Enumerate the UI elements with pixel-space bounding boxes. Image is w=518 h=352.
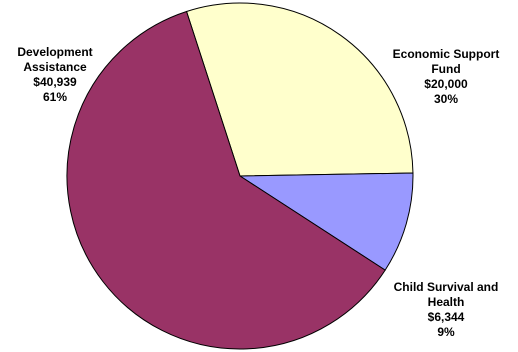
pie-label-child-survival-and-health: Child Survival and Health $6,344 9%	[394, 280, 499, 339]
pie-label-line: $6,344	[428, 310, 465, 324]
pie-slice-child-survival-and-health	[238, 172, 414, 271]
pie-label-line: Child Survival and	[394, 280, 499, 294]
pie-slice-economic-support-fund	[185, 2, 414, 177]
pie-label-line: Assistance	[23, 60, 87, 74]
pie-label-line: 30%	[434, 92, 458, 106]
pie-label-line: Development	[17, 45, 92, 59]
pie-label-line: Health	[428, 295, 465, 309]
pie-label-line: $40,939	[33, 75, 77, 89]
pie-label-development-assistance: Development Assistance $40,939 61%	[17, 45, 92, 104]
pie-label-line: $20,000	[424, 77, 468, 91]
pie-label-line: Fund	[431, 62, 460, 76]
pie-label-line: 9%	[437, 325, 455, 339]
pie-labels: Economic Support Fund $20,000 30% Child Surv…	[17, 45, 499, 339]
pie-slices	[66, 2, 414, 350]
pie-label-economic-support-fund: Economic Support Fund $20,000 30%	[393, 47, 500, 106]
pie-label-line: 61%	[43, 90, 67, 104]
pie-slice-development-assistance	[66, 10, 386, 350]
pie-label-line: Economic Support	[393, 47, 500, 61]
